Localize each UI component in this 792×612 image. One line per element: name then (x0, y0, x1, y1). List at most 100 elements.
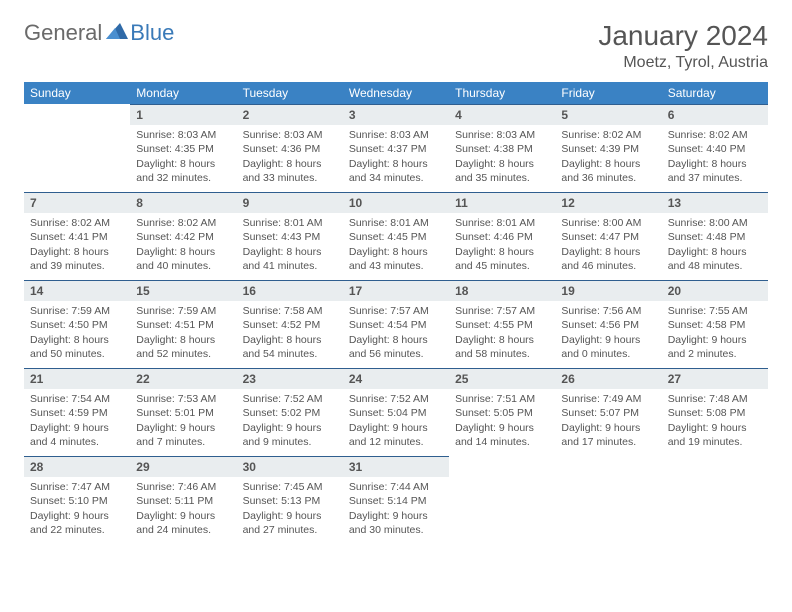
sunrise-text: Sunrise: 8:00 AM (668, 216, 762, 230)
day-details: Sunrise: 8:01 AMSunset: 4:46 PMDaylight:… (449, 215, 555, 277)
daylight-text: Daylight: 8 hours and 37 minutes. (668, 157, 762, 185)
day-details: Sunrise: 7:46 AMSunset: 5:11 PMDaylight:… (130, 479, 236, 541)
sunrise-text: Sunrise: 7:58 AM (243, 304, 337, 318)
sunset-text: Sunset: 4:50 PM (30, 318, 124, 332)
sunrise-text: Sunrise: 8:01 AM (349, 216, 443, 230)
calendar-day-cell (449, 456, 555, 544)
calendar-table: Sunday Monday Tuesday Wednesday Thursday… (24, 82, 768, 544)
daylight-text: Daylight: 9 hours and 7 minutes. (136, 421, 230, 449)
sunrise-text: Sunrise: 8:00 AM (561, 216, 655, 230)
day-number: 3 (343, 104, 449, 125)
daylight-text: Daylight: 8 hours and 52 minutes. (136, 333, 230, 361)
day-number: 25 (449, 368, 555, 389)
sunrise-text: Sunrise: 8:02 AM (561, 128, 655, 142)
calendar-day-cell: 15Sunrise: 7:59 AMSunset: 4:51 PMDayligh… (130, 280, 236, 368)
calendar-day-cell: 26Sunrise: 7:49 AMSunset: 5:07 PMDayligh… (555, 368, 661, 456)
calendar-day-cell: 2Sunrise: 8:03 AMSunset: 4:36 PMDaylight… (237, 104, 343, 192)
sunrise-text: Sunrise: 7:59 AM (30, 304, 124, 318)
day-number: 20 (662, 280, 768, 301)
day-number: 17 (343, 280, 449, 301)
sunrise-text: Sunrise: 7:49 AM (561, 392, 655, 406)
calendar-day-cell (662, 456, 768, 544)
weekday-header: Tuesday (237, 82, 343, 104)
day-details: Sunrise: 7:54 AMSunset: 4:59 PMDaylight:… (24, 391, 130, 453)
daylight-text: Daylight: 8 hours and 50 minutes. (30, 333, 124, 361)
day-details: Sunrise: 7:57 AMSunset: 4:54 PMDaylight:… (343, 303, 449, 365)
sunrise-text: Sunrise: 7:48 AM (668, 392, 762, 406)
daylight-text: Daylight: 9 hours and 22 minutes. (30, 509, 124, 537)
sunrise-text: Sunrise: 7:45 AM (243, 480, 337, 494)
sunrise-text: Sunrise: 8:02 AM (136, 216, 230, 230)
daylight-text: Daylight: 8 hours and 46 minutes. (561, 245, 655, 273)
daylight-text: Daylight: 9 hours and 27 minutes. (243, 509, 337, 537)
daylight-text: Daylight: 9 hours and 30 minutes. (349, 509, 443, 537)
sunrise-text: Sunrise: 8:01 AM (243, 216, 337, 230)
month-title: January 2024 (598, 20, 768, 52)
sunset-text: Sunset: 4:56 PM (561, 318, 655, 332)
sunrise-text: Sunrise: 8:01 AM (455, 216, 549, 230)
day-details: Sunrise: 7:44 AMSunset: 5:14 PMDaylight:… (343, 479, 449, 541)
day-details: Sunrise: 8:03 AMSunset: 4:36 PMDaylight:… (237, 127, 343, 189)
title-block: January 2024 Moetz, Tyrol, Austria (598, 20, 768, 72)
calendar-day-cell: 30Sunrise: 7:45 AMSunset: 5:13 PMDayligh… (237, 456, 343, 544)
weekday-header: Friday (555, 82, 661, 104)
sunset-text: Sunset: 4:52 PM (243, 318, 337, 332)
day-details: Sunrise: 7:58 AMSunset: 4:52 PMDaylight:… (237, 303, 343, 365)
day-details: Sunrise: 7:48 AMSunset: 5:08 PMDaylight:… (662, 391, 768, 453)
sunrise-text: Sunrise: 8:02 AM (668, 128, 762, 142)
calendar-day-cell: 14Sunrise: 7:59 AMSunset: 4:50 PMDayligh… (24, 280, 130, 368)
daylight-text: Daylight: 9 hours and 2 minutes. (668, 333, 762, 361)
daylight-text: Daylight: 9 hours and 12 minutes. (349, 421, 443, 449)
calendar-day-cell: 23Sunrise: 7:52 AMSunset: 5:02 PMDayligh… (237, 368, 343, 456)
day-details: Sunrise: 8:02 AMSunset: 4:42 PMDaylight:… (130, 215, 236, 277)
weekday-header: Thursday (449, 82, 555, 104)
calendar-day-cell: 27Sunrise: 7:48 AMSunset: 5:08 PMDayligh… (662, 368, 768, 456)
day-details: Sunrise: 8:00 AMSunset: 4:47 PMDaylight:… (555, 215, 661, 277)
daylight-text: Daylight: 8 hours and 33 minutes. (243, 157, 337, 185)
sunrise-text: Sunrise: 7:53 AM (136, 392, 230, 406)
day-details: Sunrise: 7:52 AMSunset: 5:04 PMDaylight:… (343, 391, 449, 453)
daylight-text: Daylight: 8 hours and 39 minutes. (30, 245, 124, 273)
day-number: 13 (662, 192, 768, 213)
day-number: 12 (555, 192, 661, 213)
daylight-text: Daylight: 9 hours and 9 minutes. (243, 421, 337, 449)
calendar-day-cell: 20Sunrise: 7:55 AMSunset: 4:58 PMDayligh… (662, 280, 768, 368)
day-details: Sunrise: 8:03 AMSunset: 4:38 PMDaylight:… (449, 127, 555, 189)
day-number: 22 (130, 368, 236, 389)
day-number: 26 (555, 368, 661, 389)
day-details: Sunrise: 8:03 AMSunset: 4:35 PMDaylight:… (130, 127, 236, 189)
calendar-day-cell: 22Sunrise: 7:53 AMSunset: 5:01 PMDayligh… (130, 368, 236, 456)
day-number: 31 (343, 456, 449, 477)
calendar-body: 1Sunrise: 8:03 AMSunset: 4:35 PMDaylight… (24, 104, 768, 544)
day-details: Sunrise: 7:56 AMSunset: 4:56 PMDaylight:… (555, 303, 661, 365)
calendar-day-cell: 11Sunrise: 8:01 AMSunset: 4:46 PMDayligh… (449, 192, 555, 280)
day-number: 19 (555, 280, 661, 301)
calendar-day-cell: 25Sunrise: 7:51 AMSunset: 5:05 PMDayligh… (449, 368, 555, 456)
day-number: 15 (130, 280, 236, 301)
weekday-header: Wednesday (343, 82, 449, 104)
sunrise-text: Sunrise: 7:57 AM (455, 304, 549, 318)
sunset-text: Sunset: 4:59 PM (30, 406, 124, 420)
day-number: 7 (24, 192, 130, 213)
day-details: Sunrise: 7:59 AMSunset: 4:50 PMDaylight:… (24, 303, 130, 365)
sunset-text: Sunset: 4:51 PM (136, 318, 230, 332)
logo: General Blue (24, 20, 174, 46)
day-details: Sunrise: 7:51 AMSunset: 5:05 PMDaylight:… (449, 391, 555, 453)
calendar-day-cell: 13Sunrise: 8:00 AMSunset: 4:48 PMDayligh… (662, 192, 768, 280)
sunset-text: Sunset: 4:55 PM (455, 318, 549, 332)
calendar-week-row: 1Sunrise: 8:03 AMSunset: 4:35 PMDaylight… (24, 104, 768, 192)
day-number: 1 (130, 104, 236, 125)
sunset-text: Sunset: 4:47 PM (561, 230, 655, 244)
calendar-day-cell: 17Sunrise: 7:57 AMSunset: 4:54 PMDayligh… (343, 280, 449, 368)
sunrise-text: Sunrise: 7:52 AM (243, 392, 337, 406)
sunset-text: Sunset: 5:13 PM (243, 494, 337, 508)
logo-text-part2: Blue (130, 20, 174, 46)
day-details: Sunrise: 7:59 AMSunset: 4:51 PMDaylight:… (130, 303, 236, 365)
sunset-text: Sunset: 4:45 PM (349, 230, 443, 244)
sunset-text: Sunset: 5:04 PM (349, 406, 443, 420)
day-details: Sunrise: 8:00 AMSunset: 4:48 PMDaylight:… (662, 215, 768, 277)
calendar-page: General Blue January 2024 Moetz, Tyrol, … (0, 0, 792, 564)
sunset-text: Sunset: 4:48 PM (668, 230, 762, 244)
calendar-day-cell: 18Sunrise: 7:57 AMSunset: 4:55 PMDayligh… (449, 280, 555, 368)
calendar-day-cell: 6Sunrise: 8:02 AMSunset: 4:40 PMDaylight… (662, 104, 768, 192)
